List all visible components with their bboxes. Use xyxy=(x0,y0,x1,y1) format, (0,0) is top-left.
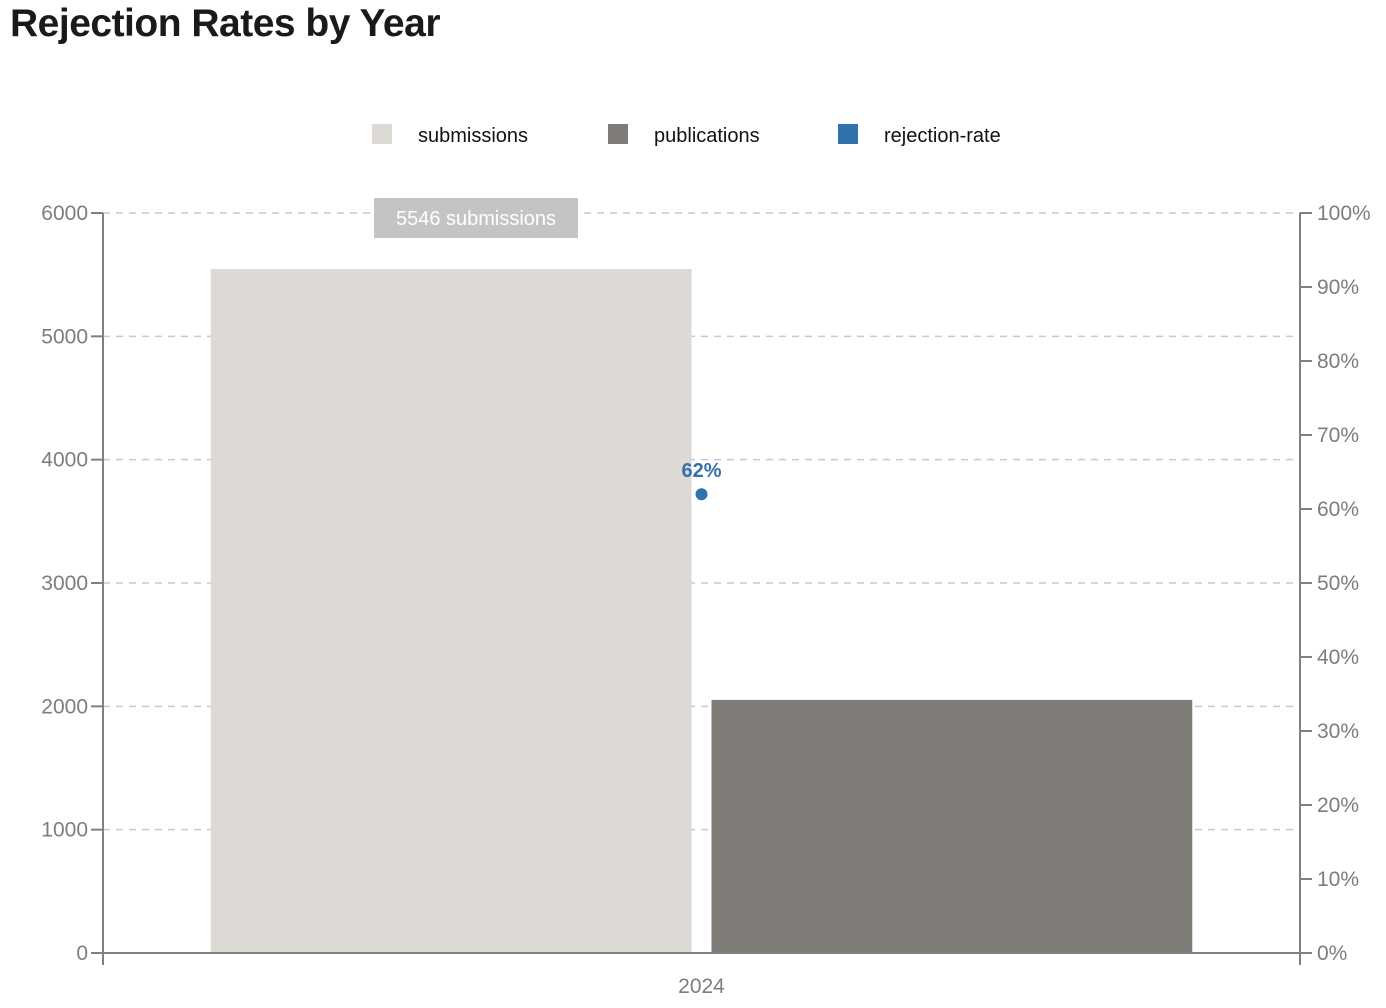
y-right-tick-label: 70% xyxy=(1317,424,1359,447)
y-right-tick-label: 90% xyxy=(1317,276,1359,299)
tooltip-box xyxy=(374,198,578,238)
y-left-tick-label: 2000 xyxy=(41,695,88,718)
tooltip: 5546 submissions xyxy=(374,198,578,238)
y-left-tick-label: 5000 xyxy=(41,325,88,348)
legend-label-publications: publications xyxy=(654,125,760,147)
legend-label-rejection-rate: rejection-rate xyxy=(884,125,1001,147)
y-left-tick-label: 3000 xyxy=(41,572,88,595)
y-left-tick-label: 4000 xyxy=(41,449,88,472)
legend-swatch-submissions xyxy=(372,124,392,144)
rate-points: 62% xyxy=(681,460,722,501)
y-right-tick-label: 80% xyxy=(1317,350,1359,373)
rejection-rate-point xyxy=(695,488,708,501)
bar-series xyxy=(210,268,1193,953)
y-right-tick-label: 30% xyxy=(1317,720,1359,743)
tooltip-text: 5546 submissions xyxy=(396,208,556,230)
bar-submissions xyxy=(210,268,692,953)
y-left-tick-label: 6000 xyxy=(41,202,88,225)
y-left-tick-label: 0 xyxy=(76,942,88,965)
y-right-tick-label: 100% xyxy=(1317,202,1371,225)
x-tick-label: 2024 xyxy=(678,975,725,998)
y-right-tick-label: 60% xyxy=(1317,498,1359,521)
axes: 0 1000 2000 3000 4000 5000 6000 0% 10% 20% 30% 40% 5… xyxy=(41,202,1370,998)
legend-swatch-publications xyxy=(608,124,628,144)
y-right-tick-label: 0% xyxy=(1317,942,1347,965)
y-right-tick-label: 20% xyxy=(1317,794,1359,817)
rejection-rate-label: 62% xyxy=(681,460,721,482)
legend: submissions publications rejection-rate xyxy=(372,124,1001,147)
y-left-tick-label: 1000 xyxy=(41,819,88,842)
y-right-tick-label: 10% xyxy=(1317,868,1359,891)
legend-swatch-rejection-rate xyxy=(838,124,858,144)
bar-publications xyxy=(711,699,1193,953)
y-right-tick-label: 50% xyxy=(1317,572,1359,595)
chart-title: Rejection Rates by Year xyxy=(10,2,441,45)
legend-label-submissions: submissions xyxy=(418,125,528,147)
y-right-tick-label: 40% xyxy=(1317,646,1359,669)
